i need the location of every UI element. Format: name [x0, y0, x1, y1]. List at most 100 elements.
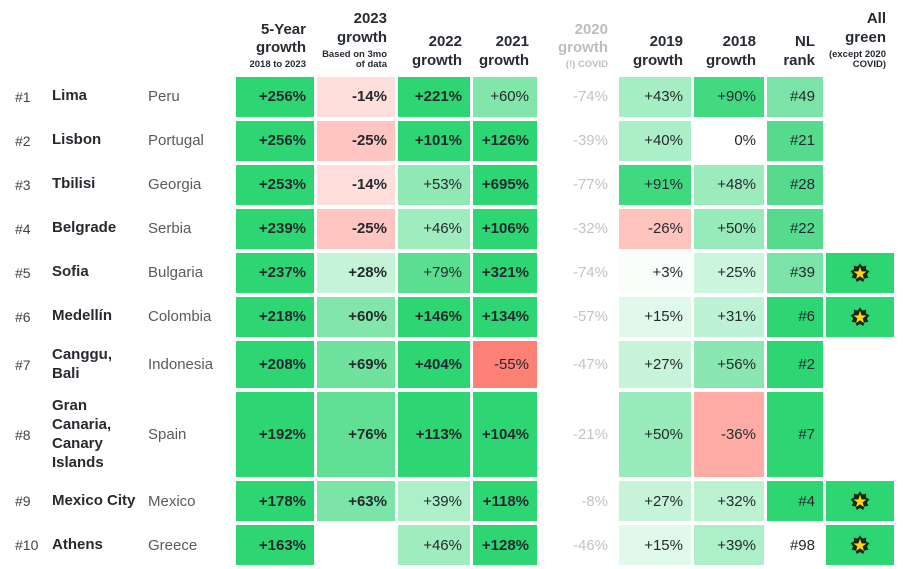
- 2020-growth-cell: -74%: [572, 88, 608, 106]
- column-header-2021-growth: 2021 growth: [473, 10, 537, 73]
- all-green-star-icon: [850, 535, 870, 555]
- all-green-cell: [826, 165, 894, 205]
- table-row: #3 Tbilisi Georgia +253% -14% +53% +695% -77% +9…: [11, 164, 894, 205]
- 2018-growth-cell: -36%: [694, 392, 764, 478]
- nl-rank-cell: #98: [789, 536, 815, 554]
- city-name: Belgrade: [52, 219, 117, 237]
- 2019-growth-cell: +27%: [619, 340, 691, 389]
- city-name: Sofia: [52, 263, 89, 281]
- all-green-cell: [826, 121, 894, 161]
- 2022-growth-cell: +46%: [398, 208, 470, 249]
- column-title: 2018 growth: [706, 33, 756, 69]
- row-rank: #3: [15, 176, 31, 193]
- country-column-header: [147, 10, 233, 73]
- 2019-growth-cell: +91%: [619, 164, 691, 205]
- 2020-growth-cell: -77%: [572, 176, 608, 194]
- 2021-growth-cell: +695%: [473, 164, 537, 205]
- 5-year-growth-cell: +208%: [236, 340, 314, 389]
- country-name: Mexico: [148, 492, 196, 510]
- column-subtitle: Based on 3mo of data: [322, 48, 387, 71]
- country-name: Serbia: [148, 220, 192, 238]
- all-green-cell: [826, 209, 894, 249]
- 2018-growth-cell: +90%: [694, 76, 764, 117]
- 2022-growth-cell: +101%: [398, 120, 470, 161]
- table-row: #4 Belgrade Serbia +239% -25% +46% +106% -32% -2…: [11, 208, 894, 249]
- 2020-growth-cell: -57%: [572, 308, 608, 326]
- nl-rank-cell: #49: [767, 76, 823, 117]
- all-green-star-icon: [850, 307, 870, 326]
- city-name: Gran Canaria, Canary Islands: [52, 397, 112, 471]
- table-row: #5 Sofia Bulgaria +237% +28% +79% +321% -74% +3%…: [11, 252, 894, 293]
- 2018-growth-cell: +32%: [694, 481, 764, 522]
- city-name: Athens: [52, 535, 103, 553]
- 2021-growth-cell: +118%: [473, 481, 537, 522]
- 2019-growth-cell: +50%: [619, 392, 691, 478]
- table-row: #10 Athens Greece +163% +46% +128% -46% +15% +39…: [11, 525, 894, 566]
- city-name: Canggu, Bali: [52, 345, 112, 382]
- 2023-growth-cell: +60%: [317, 296, 395, 337]
- 2020-growth-cell: -39%: [572, 132, 608, 150]
- 2022-growth-cell: +53%: [398, 164, 470, 205]
- country-name: Portugal: [148, 132, 204, 150]
- 2021-growth-cell: -55%: [473, 340, 537, 389]
- country-name: Spain: [148, 426, 187, 444]
- table-row: #8 Gran Canaria, Canary Islands Spain +192%…: [11, 392, 894, 478]
- city-name: Medellín: [52, 307, 113, 325]
- 2023-growth-cell: -14%: [317, 76, 395, 117]
- country-name: Colombia: [148, 308, 212, 326]
- 2023-growth-cell: -14%: [317, 164, 395, 205]
- row-rank: #6: [15, 308, 31, 325]
- table-row: #2 Lisbon Portugal +256% -25% +101% +126% -39% +…: [11, 120, 894, 161]
- all-green-star-icon: [850, 263, 870, 282]
- column-title: NL rank: [783, 33, 815, 69]
- 2020-growth-cell: -8%: [581, 492, 608, 510]
- column-title: 2021 growth: [479, 33, 529, 69]
- column-title: 2019 growth: [633, 33, 683, 69]
- 2018-growth-cell: +56%: [694, 340, 764, 389]
- 2022-growth-cell: +146%: [398, 296, 470, 337]
- country-name: Indonesia: [148, 356, 214, 373]
- nl-rank-cell: #2: [767, 340, 823, 389]
- column-header-5-year-growth: 5-Year growth 2018 to 2023: [236, 10, 314, 73]
- growth-ranking-table: 5-Year growth 2018 to 2023 2023 growth Base…: [8, 6, 897, 569]
- 2020-growth-cell: -21%: [572, 426, 608, 444]
- 5-year-growth-cell: +178%: [236, 481, 314, 522]
- row-rank: #4: [15, 220, 31, 237]
- all-green-cell: [826, 77, 894, 117]
- 2020-growth-cell: -74%: [572, 264, 608, 282]
- 2023-growth-cell: +69%: [317, 340, 395, 389]
- column-header-2020-growth: 2020 growth (!) COVID: [540, 10, 616, 73]
- 2022-growth-cell: +79%: [398, 252, 470, 293]
- all-green-star-icon: [850, 491, 870, 511]
- 2020-growth-cell: -47%: [572, 356, 608, 373]
- row-rank: #5: [15, 264, 31, 281]
- 2023-growth-cell: +63%: [317, 481, 395, 522]
- 2022-growth-cell: +221%: [398, 76, 470, 117]
- row-rank: #8: [15, 426, 31, 443]
- 2021-growth-cell: +106%: [473, 208, 537, 249]
- 2023-growth-cell: +76%: [317, 392, 395, 478]
- 5-year-growth-cell: +163%: [236, 525, 314, 566]
- 2021-growth-cell: +126%: [473, 120, 537, 161]
- 2018-growth-cell: +25%: [694, 252, 764, 293]
- 2019-growth-cell: +15%: [619, 525, 691, 566]
- table-row: #9 Mexico City Mexico +178% +63% +39% +118% -8%…: [11, 481, 894, 522]
- nl-rank-cell: #39: [767, 252, 823, 293]
- row-rank: #9: [15, 493, 31, 510]
- 2018-growth-cell: +39%: [694, 525, 764, 566]
- 2023-growth-cell: +28%: [317, 252, 395, 293]
- 2021-growth-cell: +60%: [473, 76, 537, 117]
- 2018-growth-cell: +31%: [694, 296, 764, 337]
- column-title: 5-Year growth: [256, 20, 306, 57]
- city-name: Lima: [52, 87, 88, 105]
- nl-rank-cell: #7: [767, 392, 823, 478]
- column-title: 2022 growth: [412, 33, 462, 69]
- column-header-2019-growth: 2019 growth: [619, 10, 691, 73]
- nl-rank-cell: #28: [767, 164, 823, 205]
- 5-year-growth-cell: +218%: [236, 296, 314, 337]
- nl-rank-cell: #21: [767, 120, 823, 161]
- 2018-growth-cell: 0%: [734, 132, 756, 150]
- column-subtitle: (!) COVID: [565, 59, 608, 71]
- rank-column-header: [11, 10, 49, 73]
